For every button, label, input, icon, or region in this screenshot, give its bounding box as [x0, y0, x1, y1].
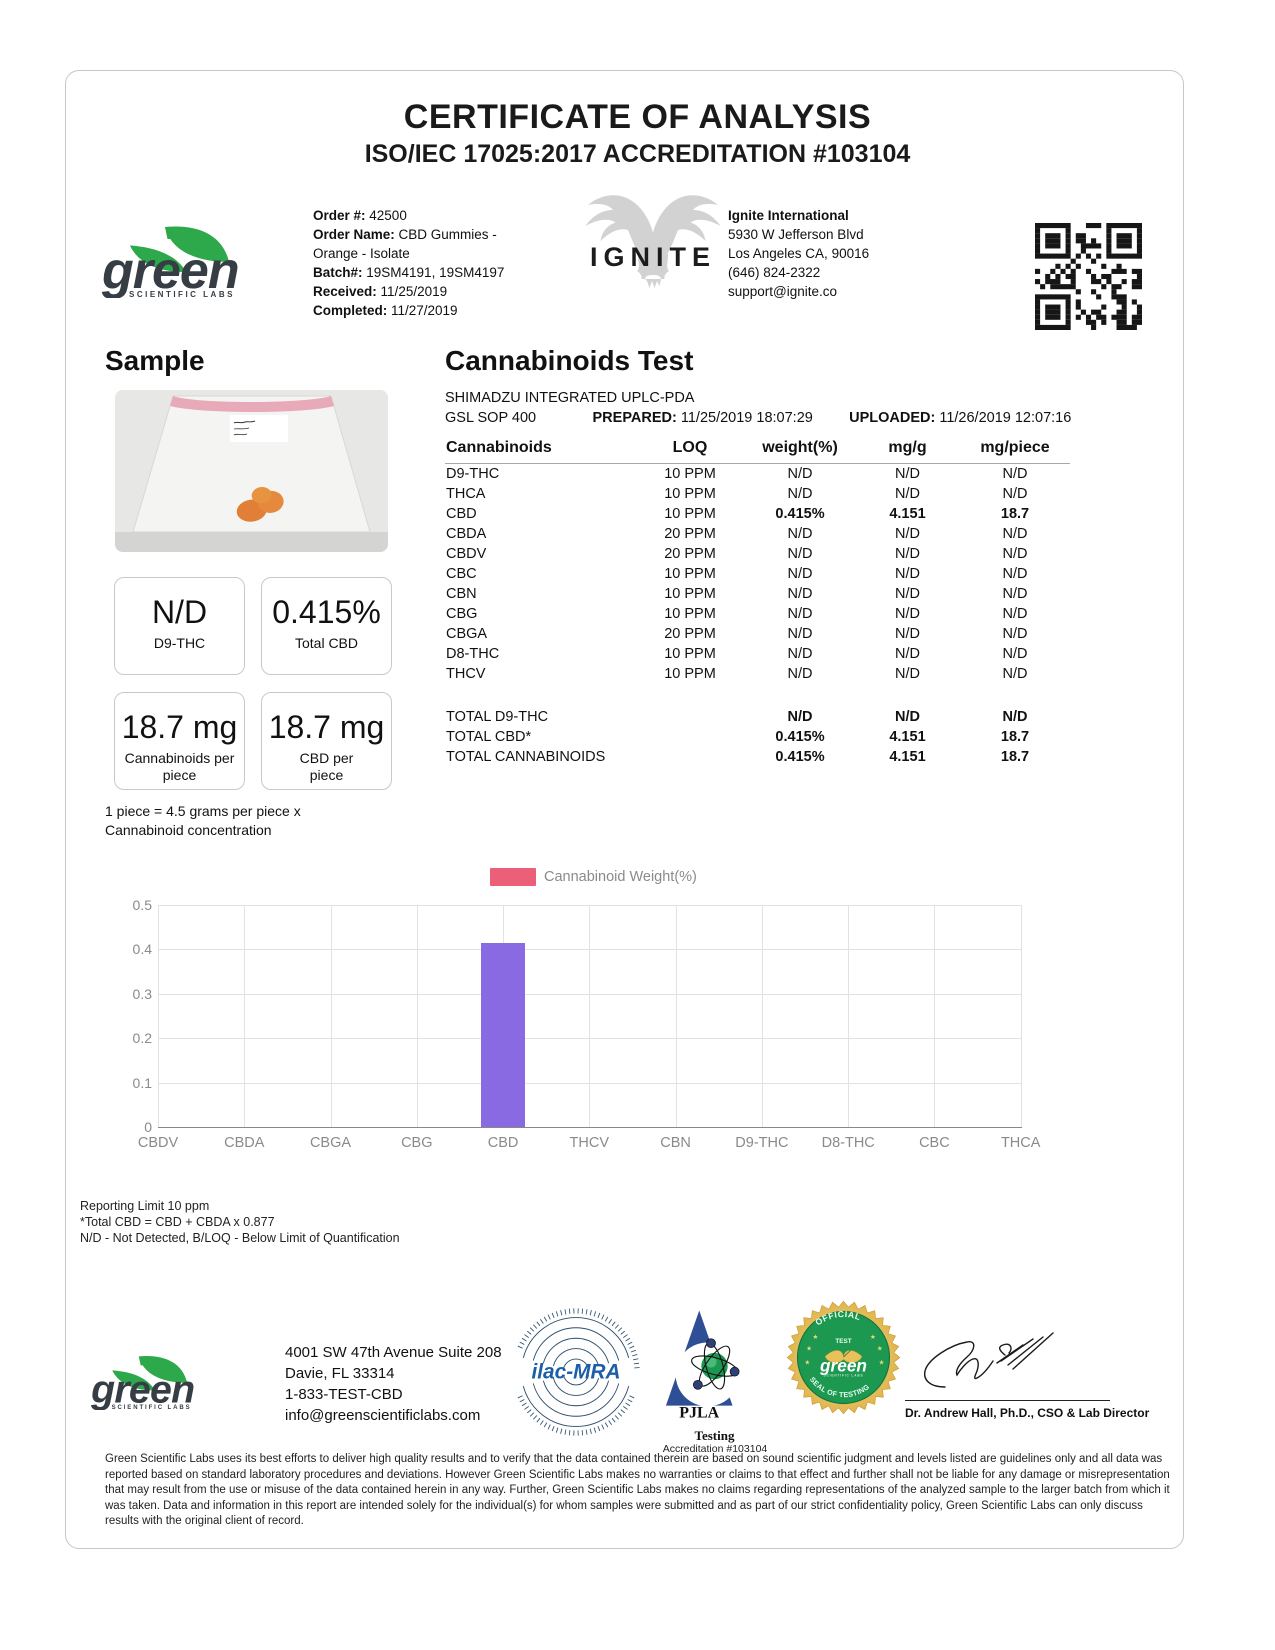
svg-text:SCIENTIFIC LABS: SCIENTIFIC LABS	[824, 1373, 864, 1377]
svg-text:★: ★	[877, 1346, 883, 1353]
svg-text:SCIENTIFIC LABS: SCIENTIFIC LABS	[129, 290, 235, 298]
svg-text:SCIENTIFIC LABS: SCIENTIFIC LABS	[112, 1405, 192, 1410]
svg-text:★: ★	[806, 1346, 812, 1353]
svg-text:★: ★	[879, 1359, 885, 1366]
svg-text:ilac-MRA: ilac-MRA	[532, 1361, 621, 1384]
svg-text:green: green	[819, 1355, 867, 1375]
svg-text:★: ★	[804, 1359, 810, 1366]
svg-text:TEST: TEST	[835, 1338, 851, 1345]
svg-text:★: ★	[812, 1334, 818, 1341]
svg-text:★: ★	[870, 1334, 876, 1341]
svg-text:PJLA: PJLA	[679, 1404, 719, 1421]
svg-text:green: green	[90, 1367, 194, 1410]
